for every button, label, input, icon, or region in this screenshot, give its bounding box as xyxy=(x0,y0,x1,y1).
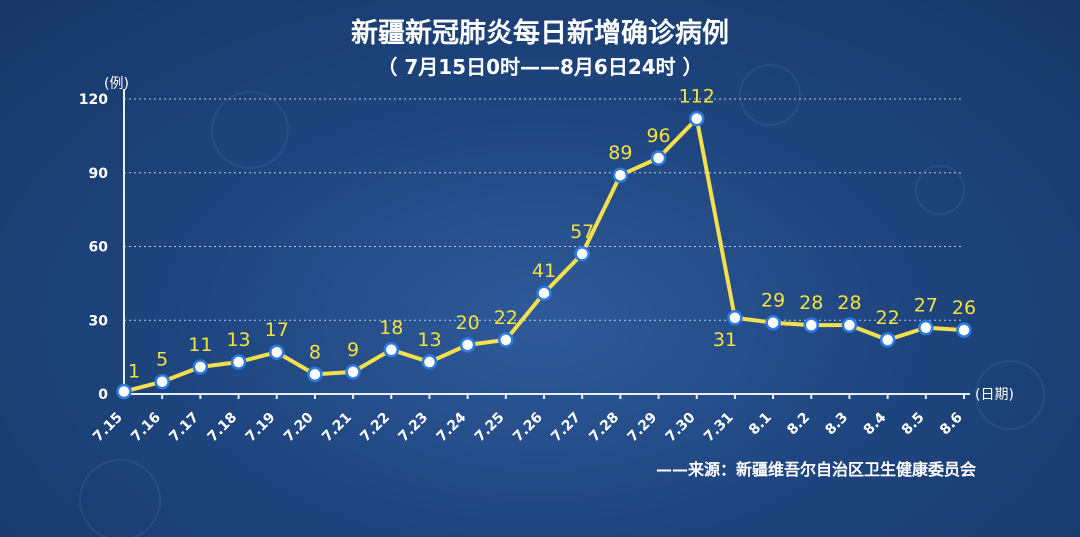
x-tick-label: 7.21 xyxy=(319,410,355,446)
data-label: 89 xyxy=(608,142,632,164)
background-decoration xyxy=(79,64,1045,537)
data-point xyxy=(879,332,896,348)
data-label: 5 xyxy=(156,349,168,371)
data-point xyxy=(116,383,132,400)
source-note: ——来源：新疆维吾尔自治区卫生健康委员会 xyxy=(656,460,976,479)
x-tick-label: 7.26 xyxy=(510,410,546,446)
x-tick-label: 7.18 xyxy=(205,410,241,446)
x-tick-label: 8.5 xyxy=(899,410,928,439)
data-label: 96 xyxy=(646,125,670,147)
data-label: 1 xyxy=(128,361,140,383)
x-tick-label: 7.20 xyxy=(281,409,317,445)
data-point xyxy=(574,246,590,262)
chart-title: 新疆新冠肺炎每日新增确诊病例 xyxy=(351,17,729,49)
data-point xyxy=(498,332,514,348)
y-tick-label: 90 xyxy=(89,166,109,182)
data-label: 28 xyxy=(837,292,861,314)
x-tick-label: 7.30 xyxy=(663,409,699,445)
x-tick-label: 7.29 xyxy=(625,410,661,446)
data-label: 28 xyxy=(799,292,823,314)
data-label: 112 xyxy=(679,86,715,108)
data-point xyxy=(536,285,552,301)
x-tick-label: 7.22 xyxy=(357,410,393,446)
data-point xyxy=(841,317,858,333)
data-label: 18 xyxy=(379,317,403,339)
grid-layer xyxy=(124,98,964,321)
data-point xyxy=(345,364,361,380)
data-point xyxy=(459,337,476,353)
data-point xyxy=(154,373,170,390)
x-tick-label: 7.15 xyxy=(90,410,126,446)
data-label: 29 xyxy=(761,290,785,312)
x-tick-label: 7.19 xyxy=(243,410,279,446)
data-label: 22 xyxy=(494,307,518,329)
x-tick-label: 7.24 xyxy=(434,409,470,445)
x-tick-label: 7.31 xyxy=(701,410,737,446)
data-point xyxy=(650,150,667,166)
y-tick-label: 120 xyxy=(79,92,108,108)
data-point xyxy=(803,317,820,333)
data-label: 17 xyxy=(265,319,289,341)
data-point xyxy=(268,344,285,360)
x-axis-unit-label: (日期) xyxy=(975,387,1014,403)
x-tick-label: 8.2 xyxy=(784,410,813,439)
data-label: 13 xyxy=(226,329,250,351)
y-axis-unit-label: (例) xyxy=(104,76,129,92)
data-point xyxy=(192,359,209,375)
data-label: 26 xyxy=(952,297,976,319)
data-label: 31 xyxy=(713,329,737,351)
x-tick-label: 8.3 xyxy=(822,410,851,439)
x-tick-label: 7.17 xyxy=(166,410,202,446)
data-label: 8 xyxy=(309,341,321,363)
x-tick-label: 7.27 xyxy=(548,410,584,446)
x-tick-label: 7.28 xyxy=(586,410,622,446)
x-tick-label: 8.6 xyxy=(937,410,966,439)
data-point xyxy=(688,110,705,127)
x-tick-label: 7.23 xyxy=(396,410,432,446)
data-label: 41 xyxy=(532,260,556,282)
data-point xyxy=(918,319,934,336)
data-label: 9 xyxy=(347,339,359,361)
data-point xyxy=(383,342,400,358)
data-point xyxy=(230,354,247,370)
data-label: 22 xyxy=(876,307,900,329)
data-point xyxy=(307,366,323,383)
y-tick-label: 0 xyxy=(98,387,108,403)
x-tick-label: 8.4 xyxy=(861,409,890,438)
x-tick-label: 7.16 xyxy=(128,410,164,446)
data-point xyxy=(765,314,781,331)
y-tick-label: 60 xyxy=(89,240,109,256)
data-label: 13 xyxy=(417,329,441,351)
data-point xyxy=(612,167,629,183)
data-point xyxy=(727,310,743,326)
series-layer xyxy=(116,110,972,400)
y-tick-label: 30 xyxy=(89,313,109,329)
data-point xyxy=(956,322,972,338)
chart-subtitle: （ 7月15日0时——8月6日24时 ） xyxy=(377,55,702,79)
data-label: 27 xyxy=(914,295,938,317)
data-label: 57 xyxy=(570,221,594,243)
x-tick-label: 7.25 xyxy=(472,410,508,446)
x-tick-label: 8.1 xyxy=(746,410,775,439)
data-label: 11 xyxy=(188,334,212,356)
data-point xyxy=(421,354,438,370)
data-label: 20 xyxy=(456,312,480,334)
